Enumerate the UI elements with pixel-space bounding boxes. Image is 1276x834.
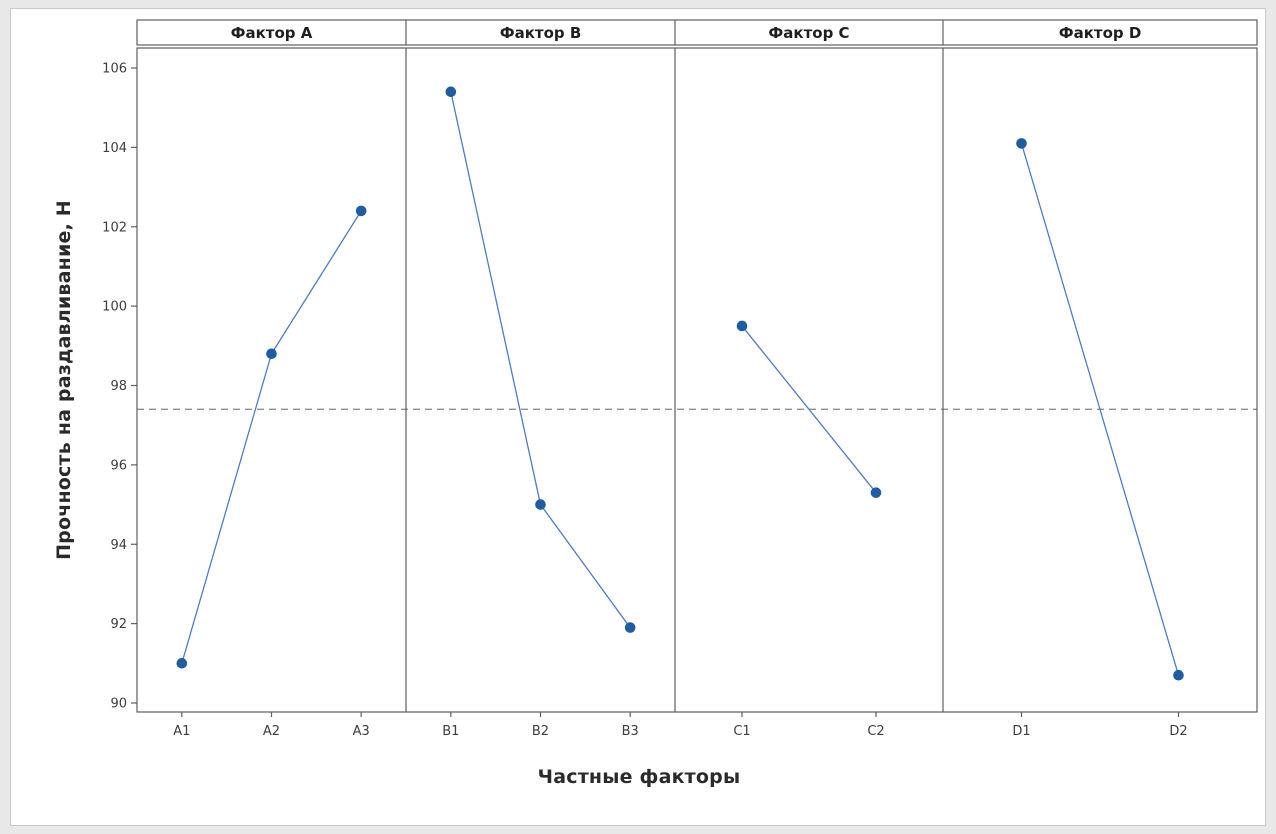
data-point — [736, 320, 748, 332]
chart-canvas — [10, 8, 1266, 826]
x-tick-label: C1 — [733, 724, 750, 739]
panel-title: Фактор C — [768, 24, 849, 42]
y-tick-label: 106 — [102, 62, 127, 77]
x-tick-label: A2 — [263, 724, 280, 739]
data-point — [624, 622, 636, 633]
x-tick-label: A1 — [173, 724, 190, 739]
data-point — [1173, 669, 1184, 681]
y-axis-title: Прочность на раздавливание, Н — [53, 200, 75, 560]
y-tick-label: 102 — [102, 220, 127, 235]
series-line — [450, 91, 631, 628]
series-line — [741, 325, 877, 494]
data-point — [176, 658, 188, 669]
data-point — [870, 487, 882, 498]
panel-title: Фактор A — [231, 24, 313, 42]
data-point — [355, 205, 367, 217]
x-tick-label: A3 — [353, 724, 370, 739]
y-tick-label: 98 — [110, 379, 127, 394]
x-tick-label: D1 — [1012, 724, 1030, 739]
data-point — [1016, 138, 1027, 149]
data-point — [445, 86, 457, 98]
y-tick-label: 94 — [110, 538, 127, 553]
y-tick-label: 104 — [102, 141, 127, 156]
data-point — [535, 499, 546, 510]
y-tick-label: 100 — [102, 300, 127, 315]
panel-title: Фактор D — [1059, 24, 1142, 42]
data-point — [266, 348, 277, 360]
x-tick-label: D2 — [1169, 724, 1187, 739]
panel-header-box — [136, 19, 1258, 46]
panel-title: Фактор B — [500, 24, 582, 42]
plot-box — [136, 47, 1258, 713]
x-axis-title: Частные факторы — [537, 766, 741, 788]
y-tick-label: 92 — [110, 617, 127, 632]
x-tick-label: C2 — [867, 724, 884, 739]
series-line — [1020, 143, 1180, 676]
y-tick-label: 96 — [110, 458, 127, 473]
x-tick-label: B1 — [442, 724, 459, 739]
x-tick-label: B3 — [622, 724, 639, 739]
y-tick-label: 90 — [110, 697, 127, 712]
series-line — [181, 210, 362, 664]
x-tick-label: B2 — [532, 724, 549, 739]
